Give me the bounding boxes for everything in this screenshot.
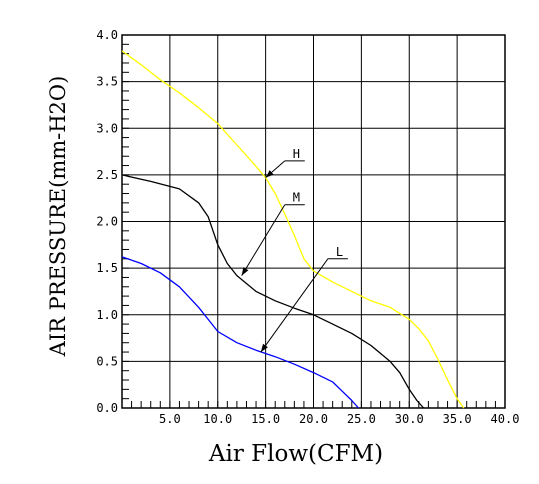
series-label-l: L (336, 245, 343, 259)
x-tick-label: 40.0 (491, 412, 520, 426)
x-tick-label: 25.0 (347, 412, 376, 426)
series-line-l (121, 256, 359, 409)
y-tick-label: 3.5 (96, 75, 118, 89)
x-tick-label: 5.0 (159, 412, 181, 426)
series-leader-line (260, 258, 329, 353)
x-tick-label: 15.0 (251, 412, 280, 426)
series-arrowhead (260, 343, 268, 353)
tick-labels: 5.0 10.0 15.0 20.0 25.0 30.0 35.0 40.0 0.0 0.5 1.0… (96, 28, 519, 426)
x-tick-label: 30.0 (395, 412, 424, 426)
y-axis-label: AIR PRESSURE(mm-H2O) (46, 76, 70, 358)
series-arrowhead (241, 267, 249, 276)
series-line-h (121, 50, 465, 409)
y-tick-label: 0.5 (96, 354, 118, 368)
series-leader-line (241, 204, 286, 276)
y-tick-label: 4.0 (96, 28, 118, 42)
series-annotations: H M L (241, 147, 348, 353)
grid (121, 34, 506, 409)
series-label-m: M (293, 191, 300, 205)
series-arrowhead (265, 170, 274, 178)
minor-ticks (121, 34, 506, 409)
y-tick-label: 2.5 (96, 168, 118, 182)
x-tick-label: 10.0 (203, 412, 232, 426)
y-tick-label: 3.0 (96, 121, 118, 135)
y-tick-label: 0.0 (96, 401, 118, 415)
curves (121, 50, 465, 409)
x-axis-label: Air Flow(CFM) (208, 441, 383, 467)
y-tick-label: 1.5 (96, 261, 118, 275)
x-tick-label: 35.0 (443, 412, 472, 426)
series-label-h: H (293, 147, 300, 161)
x-tick-label: 20.0 (299, 412, 328, 426)
y-tick-label: 2.0 (96, 215, 118, 229)
y-tick-label: 1.0 (96, 308, 118, 322)
series-line-m (121, 174, 425, 409)
